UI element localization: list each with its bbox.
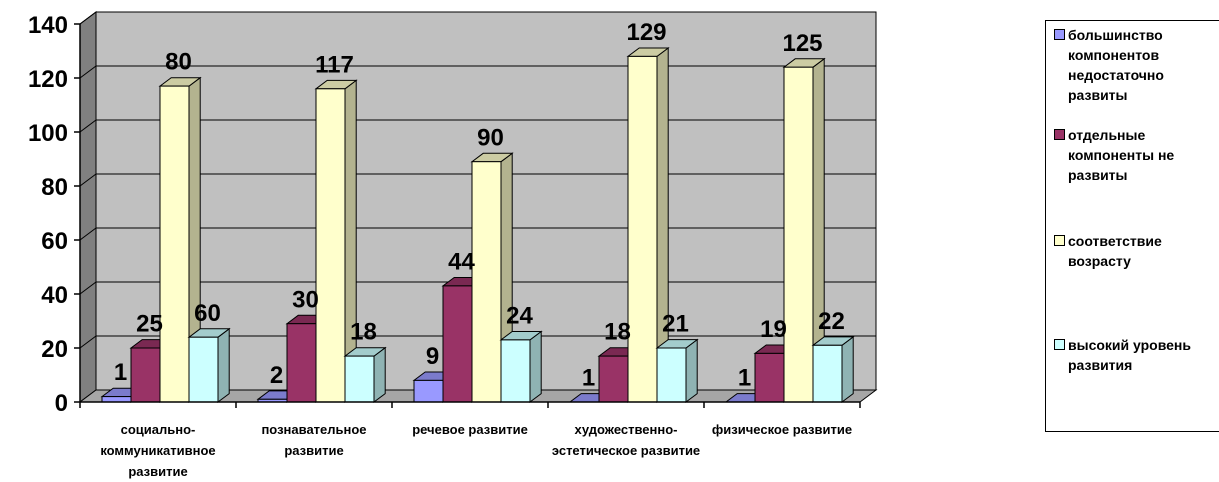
bar-front (188, 336, 219, 403)
legend-label-1: большинство компонентов недостаточно раз… (1068, 27, 1164, 103)
bar (499, 330, 543, 403)
data-label: 18 (604, 319, 631, 346)
gridline-side (79, 335, 97, 349)
bars (100, 47, 855, 403)
bar (811, 335, 855, 403)
data-label: 2 (270, 362, 283, 389)
x-tick-label: речевое развитие (412, 422, 528, 437)
bar (782, 57, 826, 403)
x-axis: социально-коммуникативное развитие познава… (79, 401, 861, 479)
legend-item-4: высокий уровень развития (1054, 335, 1218, 375)
x-tick-label: эстетическое развитие (552, 443, 700, 458)
y-axis: 0 20 40 60 80 100 120 140 (28, 12, 81, 417)
data-label: 1 (738, 365, 751, 392)
bar-front (656, 347, 687, 403)
data-label: 9 (426, 343, 439, 370)
x-tick-label: развитие (128, 464, 187, 479)
data-label: 19 (760, 316, 787, 343)
data-label: 24 (506, 303, 533, 330)
bar-front (783, 66, 814, 403)
bar-front (471, 161, 502, 403)
legend-swatch-1 (1054, 29, 1065, 40)
bar-side (373, 346, 386, 403)
bar-front (598, 355, 629, 403)
legend: большинство компонентов недостаточно раз… (1045, 20, 1219, 432)
y-tick-label: 140 (28, 12, 68, 39)
data-label: 25 (136, 311, 163, 338)
bar (187, 327, 231, 403)
gridline-side (79, 173, 97, 187)
y-tick-label: 100 (28, 120, 68, 147)
data-label: 117 (315, 51, 354, 78)
data-label: 18 (350, 319, 377, 346)
legend-label-4: высокий уровень развития (1068, 337, 1191, 373)
x-tick-label: художественно- (574, 422, 677, 437)
y-tick-label: 20 (41, 336, 68, 363)
bar-side (841, 335, 854, 403)
legend-label-3: соответствие возрасту (1068, 233, 1162, 269)
legend-item-3: соответствие возрасту (1054, 231, 1218, 271)
data-label: 125 (782, 30, 822, 57)
bar-front (101, 396, 132, 403)
bar-front (754, 352, 785, 403)
bar-side (685, 338, 698, 403)
data-label: 129 (626, 19, 666, 46)
gridline-side (79, 281, 97, 295)
x-tick-label: коммуникативное (100, 443, 215, 458)
bar-front (442, 285, 473, 403)
bar (655, 338, 699, 403)
bar-front (812, 344, 843, 403)
data-label: 1 (114, 359, 127, 386)
data-label: 90 (477, 124, 504, 151)
data-label: 60 (194, 300, 221, 327)
gridline-side (79, 227, 97, 241)
y-tick-label: 40 (41, 282, 68, 309)
data-label: 80 (165, 49, 192, 76)
side-wall (79, 11, 97, 403)
data-label: 21 (662, 311, 689, 338)
bar-front (500, 339, 531, 403)
gridline-side (79, 119, 97, 133)
data-label: 22 (818, 308, 845, 335)
y-tick-label: 0 (55, 390, 68, 417)
bar-front (130, 347, 161, 403)
bar-front (413, 379, 444, 403)
bar-front (286, 323, 317, 403)
bar-front (315, 88, 346, 403)
bar-front (159, 85, 190, 403)
data-label: 1 (582, 365, 595, 392)
legend-swatch-2 (1054, 129, 1065, 140)
bar (626, 47, 670, 403)
gridline-side (79, 11, 97, 25)
bar-front (627, 55, 658, 403)
bar-side (529, 330, 542, 403)
y-tick-label: 80 (41, 174, 68, 201)
legend-swatch-4 (1054, 339, 1065, 350)
x-tick-label: физическое развитие (712, 422, 852, 437)
bar (158, 76, 202, 403)
bar (314, 79, 358, 403)
x-tick-label: познавательное (261, 422, 366, 437)
y-tick-label: 60 (41, 228, 68, 255)
data-label: 30 (292, 286, 319, 313)
x-tick-label: развитие (284, 443, 343, 458)
legend-swatch-3 (1054, 235, 1065, 246)
y-tick-label: 120 (28, 66, 68, 93)
bar-front (344, 355, 375, 403)
bar (343, 346, 387, 403)
data-label: 44 (448, 249, 475, 276)
bar-side (217, 327, 230, 403)
x-tick-label: социально- (121, 422, 196, 437)
legend-item-2: отдельные компоненты не развиты (1054, 125, 1218, 185)
legend-item-1: большинство компонентов недостаточно раз… (1054, 25, 1218, 105)
gridline-side (79, 65, 97, 79)
legend-label-2: отдельные компоненты не развиты (1068, 127, 1175, 183)
